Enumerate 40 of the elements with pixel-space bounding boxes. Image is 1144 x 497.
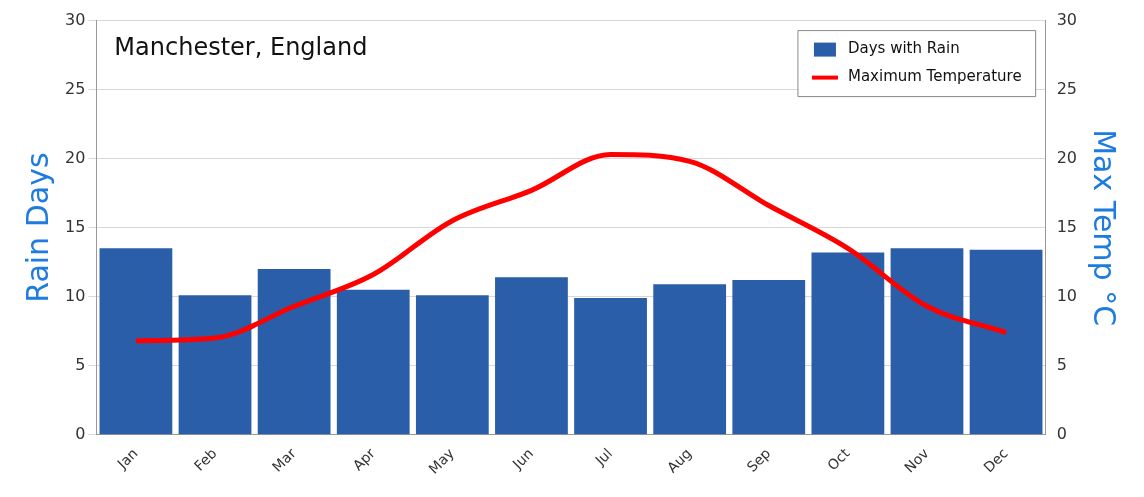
- x-tick-label: Feb: [190, 444, 220, 474]
- x-tick-label: Dec: [980, 444, 1011, 476]
- bar: [811, 252, 885, 435]
- y2-axis-title: Max Temp °C: [1087, 129, 1123, 327]
- y2-tick-label: 5: [1056, 354, 1067, 374]
- y-tick-label: 30: [65, 9, 86, 29]
- bar: [336, 289, 410, 435]
- x-tick-label: Oct: [824, 444, 853, 474]
- x-tick-label: Jun: [508, 444, 537, 473]
- bar: [969, 249, 1043, 435]
- bar: [415, 295, 489, 435]
- bar: [495, 277, 568, 435]
- y2-tick-label: 25: [1056, 78, 1077, 98]
- bar: [653, 284, 727, 435]
- y-tick-label: 0: [75, 423, 86, 443]
- legend-label: Maximum Temperature: [847, 67, 1022, 86]
- bar: [257, 269, 331, 435]
- x-tick-label: Jan: [113, 444, 141, 473]
- y2-tick-label: 20: [1056, 147, 1077, 167]
- bar: [574, 298, 647, 435]
- y-tick-label: 15: [65, 216, 86, 236]
- y-axis-title: Rain Days: [19, 152, 55, 303]
- text: Manchester, England: [114, 32, 368, 61]
- y2-tick-label: 30: [1056, 9, 1077, 29]
- legend-label: Days with Rain: [847, 39, 960, 58]
- x-tick-label: Jul: [591, 444, 616, 469]
- y2-tick-label: 10: [1056, 285, 1077, 305]
- bar: [99, 248, 173, 435]
- bar: [178, 295, 252, 435]
- bar: [732, 280, 806, 435]
- y2-tick-label: 15: [1056, 216, 1077, 236]
- x-tick-label: Apr: [349, 444, 379, 474]
- x-tick-label: Mar: [268, 444, 299, 475]
- bar: [890, 248, 964, 435]
- y-tick-label: 20: [65, 147, 86, 167]
- y-tick-label: 10: [65, 285, 86, 305]
- y-tick-label: 5: [75, 354, 86, 374]
- y-tick-label: 25: [65, 78, 86, 98]
- x-tick-label: Sep: [743, 444, 774, 475]
- y2-tick-label: 0: [1056, 423, 1067, 443]
